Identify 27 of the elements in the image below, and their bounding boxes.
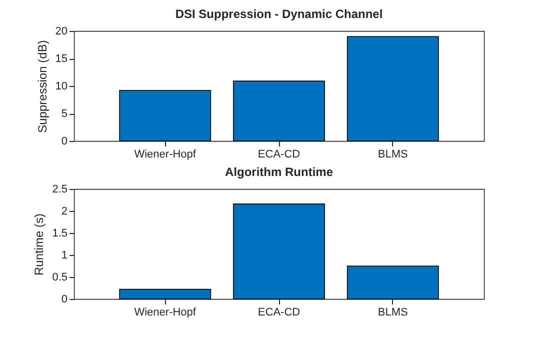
bar — [233, 204, 325, 300]
y-tick-label: 0.5 — [52, 272, 68, 284]
chart-title: Algorithm Runtime — [225, 165, 334, 179]
x-tick-label: ECA-CD — [258, 306, 300, 318]
y-tick-label: 2.5 — [52, 184, 68, 196]
y-tick-label: 20 — [55, 26, 68, 38]
y-tick-label: 1 — [61, 250, 68, 262]
y-tick-label: 2 — [61, 206, 68, 218]
bar — [233, 80, 325, 142]
chart-title: DSI Suppression - Dynamic Channel — [175, 7, 383, 21]
bar — [346, 36, 439, 142]
y-tick-label: 0 — [61, 136, 68, 148]
y-tick-label: 1.5 — [52, 228, 68, 240]
bar — [346, 266, 439, 300]
y-axis-title: Runtime (s) — [32, 213, 46, 276]
x-tick-label: BLMS — [378, 306, 408, 318]
y-tick-label: 5 — [61, 108, 68, 120]
y-tick-label: 0 — [61, 294, 68, 306]
x-tick-label: Wiener-Hopf — [134, 148, 197, 160]
x-tick-label: ECA-CD — [258, 148, 300, 160]
y-tick-label: 10 — [55, 80, 68, 92]
bar — [119, 90, 212, 142]
y-tick-label: 15 — [55, 53, 68, 65]
y-axis-title: Suppression (dB) — [35, 40, 50, 133]
bar — [119, 288, 212, 300]
x-tick-label: Wiener-Hopf — [134, 306, 197, 318]
x-tick-label: BLMS — [378, 148, 408, 160]
